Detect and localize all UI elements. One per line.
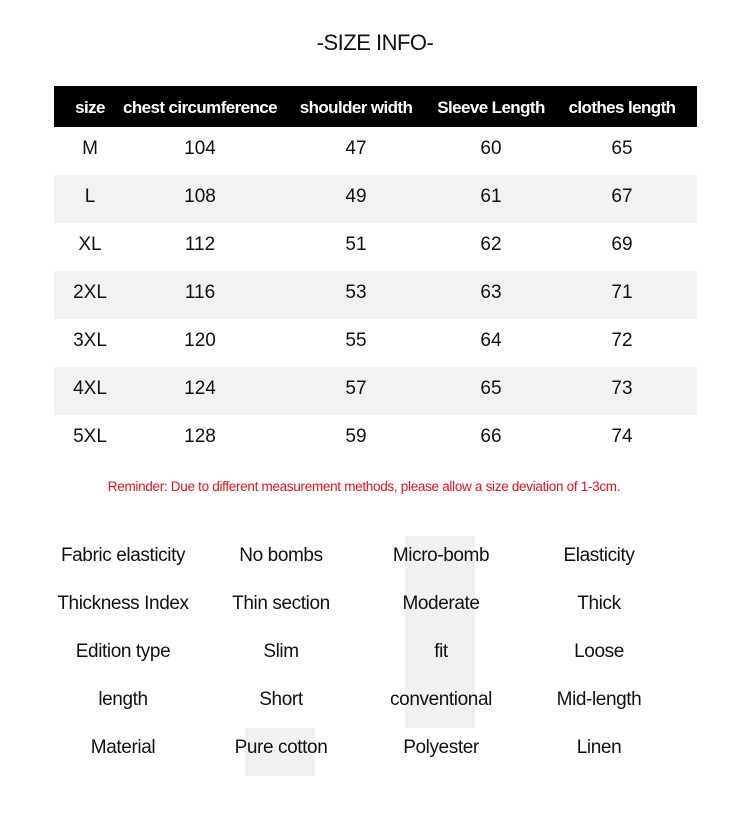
table-cell: 71 [611, 282, 633, 303]
table-cell: 108 [184, 186, 216, 207]
table-cell: 53 [345, 282, 367, 303]
table-cell: 62 [480, 234, 502, 255]
table-cell: 55 [345, 330, 367, 351]
table-row: 2XL 116 53 63 71 [54, 271, 697, 319]
table-cell: 104 [184, 138, 216, 159]
attribute-option-selected: Moderate [402, 593, 480, 614]
size-table: size chest circumference shoulder width … [54, 86, 697, 463]
attribute-row: length Short conventional Mid-length [0, 676, 750, 728]
header-chest: chest circumference [123, 98, 278, 117]
attribute-label: Edition type [75, 641, 171, 662]
reminder-text: Reminder: Due to different measurement m… [107, 479, 621, 494]
table-cell: XL [78, 234, 102, 255]
attribute-option: Short [259, 689, 303, 710]
attribute-option: No bombs [239, 545, 323, 566]
table-row: XL 112 51 62 69 [54, 223, 697, 271]
table-row: 5XL 128 59 66 74 [54, 415, 697, 463]
table-cell: 3XL [73, 330, 107, 351]
table-cell: 47 [345, 138, 367, 159]
attribute-option: Linen [576, 737, 622, 758]
table-cell: 69 [611, 234, 633, 255]
table-cell: 2XL [73, 282, 107, 303]
table-cell: M [82, 138, 98, 159]
header-sleeve: Sleeve Length [437, 98, 545, 117]
selected-highlight [245, 728, 315, 776]
table-cell: 5XL [73, 426, 107, 447]
table-cell: 57 [345, 378, 367, 399]
header-size: size [75, 98, 105, 117]
attribute-option-selected: Micro-bomb [392, 545, 490, 566]
page-title: -SIZE INFO- [316, 30, 434, 55]
attribute-label: Thickness Index [57, 593, 189, 614]
table-cell: 116 [184, 282, 216, 303]
table-row: 4XL 124 57 65 73 [54, 367, 697, 415]
table-cell: L [84, 186, 96, 207]
table-cell: 128 [184, 426, 216, 447]
table-cell: 60 [480, 138, 502, 159]
attribute-option: Slim [263, 641, 299, 662]
attribute-option: Loose [574, 641, 624, 662]
table-cell: 66 [480, 426, 502, 447]
attribute-label: Fabric elasticity [60, 545, 186, 566]
table-cell: 63 [480, 282, 502, 303]
attribute-option: Elasticity [563, 545, 635, 566]
attribute-row: Thickness Index Thin section Moderate Thick [0, 580, 750, 632]
table-cell: 4XL [73, 378, 107, 399]
table-cell: 65 [480, 378, 502, 399]
table-row: M 104 47 60 65 [54, 127, 697, 175]
selected-highlight [405, 632, 475, 680]
attribute-row: Edition type Slim fit Loose [0, 628, 750, 680]
table-cell: 59 [345, 426, 367, 447]
table-row: L 108 49 61 67 [54, 175, 697, 223]
attribute-option: Mid-length [556, 689, 642, 710]
table-cell: 112 [184, 234, 216, 255]
table-cell: 124 [184, 378, 216, 399]
attribute-label: length [98, 689, 148, 710]
attribute-option-selected: fit [434, 641, 448, 662]
attribute-option: Polyester [403, 737, 479, 758]
table-cell: 61 [480, 186, 502, 207]
table-row: 3XL 120 55 64 72 [54, 319, 697, 367]
table-cell: 72 [611, 330, 633, 351]
header-shoulder: shoulder width [299, 98, 413, 117]
table-cell: 67 [611, 186, 633, 207]
table-header: size chest circumference shoulder width … [54, 86, 697, 127]
attribute-option-selected: Pure cotton [234, 737, 328, 758]
selected-highlight [405, 680, 475, 728]
attribute-row: Material Pure cotton Polyester Linen [0, 724, 750, 776]
attribute-label: Material [90, 737, 156, 758]
table-cell: 74 [611, 426, 633, 447]
selected-highlight [405, 536, 475, 584]
table-cell: 120 [184, 330, 216, 351]
attribute-grid: Fabric elasticity No bombs Micro-bomb Elast… [0, 532, 750, 776]
table-cell: 51 [345, 234, 367, 255]
table-cell: 49 [345, 186, 367, 207]
table-cell: 65 [611, 138, 633, 159]
header-length: clothes length [568, 98, 676, 117]
attribute-option-selected: conventional [390, 689, 492, 710]
attribute-option: Thick [577, 593, 621, 614]
selected-highlight [405, 584, 475, 632]
table-cell: 73 [611, 378, 633, 399]
attribute-row: Fabric elasticity No bombs Micro-bomb Elast… [0, 532, 750, 584]
attribute-option: Thin section [232, 593, 330, 614]
table-cell: 64 [480, 330, 502, 351]
